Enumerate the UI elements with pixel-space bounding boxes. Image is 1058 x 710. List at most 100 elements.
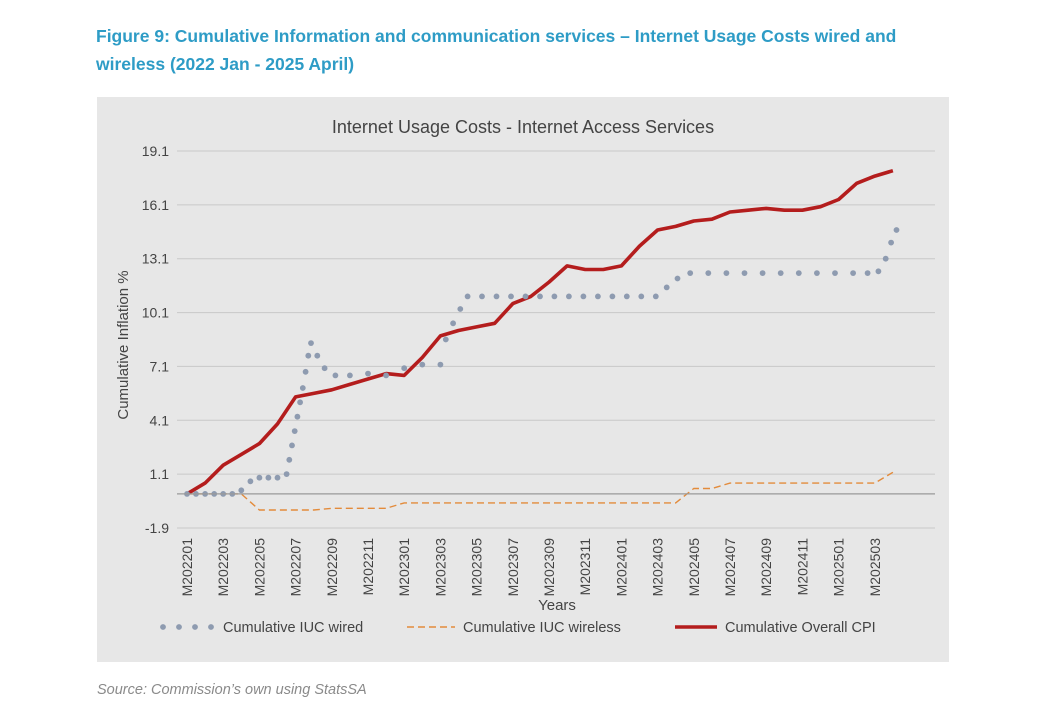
- x-tick-label: M202201: [179, 538, 195, 597]
- gridlines: [177, 150, 935, 529]
- x-tick-label: M202205: [251, 538, 267, 597]
- axes: 19.1 16.1 13.1 10.1 7.1 4.1 1.1 -1.9 M202201 M202…: [142, 143, 935, 596]
- series-point-wired: [893, 227, 900, 233]
- series-point-wired: [609, 293, 616, 300]
- series-point-wired: [321, 365, 328, 372]
- series-point-wired: [314, 352, 321, 359]
- series-point-wired: [674, 275, 681, 282]
- x-tick-label: M202203: [215, 538, 231, 597]
- series-point-wired: [419, 361, 426, 368]
- series-point-wired: [508, 293, 514, 300]
- legend-label-wired: Cumulative IUC wired: [223, 620, 363, 636]
- series-point-wired: [566, 293, 572, 300]
- series-point-wired: [623, 293, 630, 300]
- legend-swatch-wired: [208, 624, 214, 630]
- series-point-wired: [437, 361, 444, 368]
- series-point-wired: [305, 352, 312, 359]
- y-tick-label: -1.9: [145, 520, 169, 536]
- series-point-wired: [493, 293, 500, 300]
- x-tick-label: M202311: [577, 538, 593, 596]
- series-point-wired: [442, 336, 449, 343]
- series-point-wired: [795, 270, 802, 276]
- series-point-wired: [457, 306, 464, 312]
- y-tick-label: 1.1: [150, 466, 170, 482]
- y-tick-label: 7.1: [150, 358, 170, 374]
- series-lines: [184, 168, 900, 511]
- x-tick-label: M202211: [360, 538, 376, 596]
- series-point-wired: [347, 372, 353, 379]
- series-point-wired: [537, 293, 543, 300]
- x-tick-label: M202401: [613, 538, 629, 597]
- series-point-wired: [864, 270, 871, 276]
- x-tick-label: M202209: [324, 538, 340, 597]
- series-point-wired: [759, 270, 766, 276]
- series-point-wired: [814, 270, 820, 276]
- x-tick-label: M202405: [686, 538, 702, 597]
- y-tick-label: 4.1: [150, 412, 170, 428]
- series-point-wired: [256, 474, 263, 481]
- series-point-wired: [882, 255, 889, 262]
- chart-title: Internet Usage Costs - Internet Access S…: [332, 117, 714, 137]
- series-point-wired: [875, 268, 882, 275]
- y-tick-label: 16.1: [142, 197, 169, 213]
- series-point-wired: [308, 340, 314, 346]
- series-point-wired: [522, 293, 529, 300]
- x-tick-label: M202501: [831, 538, 847, 597]
- x-tick-label: M202407: [722, 538, 738, 597]
- series-point-wired: [294, 413, 301, 420]
- x-tick-label: M202207: [288, 538, 304, 597]
- source-note: Source: Commission’s own using StatsSA: [97, 682, 367, 698]
- x-axis-label: Years: [538, 597, 576, 614]
- x-tick-label: M202309: [541, 538, 557, 597]
- series-point-wired: [297, 399, 303, 406]
- series-point-wired: [365, 370, 371, 377]
- x-tick-label: M202307: [505, 538, 521, 597]
- series-point-wired: [580, 293, 587, 300]
- series-point-wired: [777, 270, 784, 276]
- series-point-wired: [383, 372, 389, 379]
- legend-swatch-wired: [176, 624, 182, 630]
- series-line-wireless: [187, 471, 894, 511]
- figure-title: Figure 9: Cumulative Information and com…: [96, 26, 897, 74]
- series-point-wired: [832, 270, 838, 276]
- series-point-wired: [723, 270, 730, 276]
- x-tick-label: M202303: [432, 538, 448, 597]
- series-line-cpi: [186, 168, 894, 496]
- legend-swatch-wired: [192, 624, 198, 630]
- x-tick-label: M202403: [650, 538, 666, 597]
- series-point-wired: [283, 471, 290, 477]
- series-point-wired: [401, 365, 408, 372]
- series-point-wired: [705, 270, 712, 276]
- series-point-wired: [850, 270, 856, 276]
- legend-label-wireless: Cumulative IUC wireless: [463, 620, 621, 636]
- y-tick-label: 19.1: [142, 143, 169, 159]
- series-point-wired: [247, 478, 254, 485]
- series-point-wired: [299, 385, 306, 391]
- series-point-wired: [291, 428, 298, 434]
- series-point-wired: [302, 368, 309, 375]
- series-point-wired: [450, 320, 456, 327]
- legend-swatch-wired: [160, 624, 166, 630]
- series-point-wired: [265, 474, 272, 481]
- series-point-wired: [274, 474, 281, 481]
- legend: Cumulative IUC wired Cumulative IUC wirel…: [160, 620, 876, 636]
- line-chart: 19.1 16.1 13.1 10.1 7.1 4.1 1.1 -1.9 M202201 M202…: [115, 117, 935, 636]
- series-point-wired: [238, 487, 245, 494]
- series-point-wired: [551, 293, 558, 300]
- series-point-wired: [332, 372, 339, 379]
- legend-label-cpi: Cumulative Overall CPI: [725, 620, 876, 636]
- y-tick-label: 10.1: [142, 305, 169, 321]
- series-point-wired: [741, 270, 748, 276]
- series-point-wired: [286, 456, 293, 463]
- series-point-wired: [638, 293, 645, 300]
- series-point-wired: [479, 293, 485, 300]
- series-point-wired: [595, 293, 601, 300]
- x-tick-label: M202409: [758, 538, 774, 597]
- y-axis-label: Cumulative Inflation %: [115, 270, 132, 419]
- series-point-wired: [289, 442, 295, 449]
- x-tick-label: M202411: [794, 538, 810, 596]
- series-point-wired: [888, 239, 894, 246]
- y-tick-label: 13.1: [142, 251, 169, 267]
- series-point-wired: [663, 284, 670, 291]
- chart-panel: 19.1 16.1 13.1 10.1 7.1 4.1 1.1 -1.9 M202201 M202…: [97, 97, 949, 662]
